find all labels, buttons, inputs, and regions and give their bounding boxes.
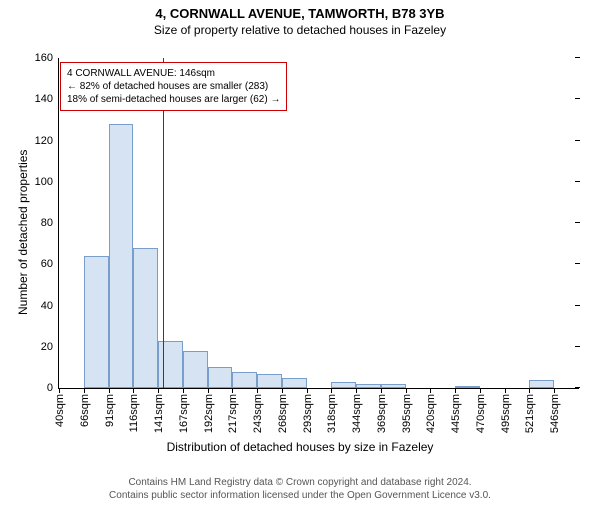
annotation-line: 4 CORNWALL AVENUE: 146sqm [67,67,280,80]
x-tick-label: 445sqm [448,394,462,433]
histogram-bar [356,384,381,388]
x-tick-label: 344sqm [349,394,363,433]
y-tick-mark [575,305,580,306]
y-tick-mark [575,222,580,223]
x-tick-label: 521sqm [522,394,536,433]
y-tick-label: 0 [47,382,59,394]
x-tick-mark [109,388,110,393]
x-tick-label: 268sqm [275,394,289,433]
x-tick-label: 420sqm [423,394,437,433]
x-tick-label: 217sqm [225,394,239,433]
x-tick-label: 470sqm [473,394,487,433]
y-tick-label: 160 [35,52,59,64]
x-tick-mark [232,388,233,393]
x-tick-mark [158,388,159,393]
x-tick-mark [59,388,60,393]
x-tick-label: 243sqm [250,394,264,433]
y-tick-mark [575,346,580,347]
y-tick-mark [575,263,580,264]
histogram-bar [282,378,307,388]
y-tick-mark [575,140,580,141]
x-tick-label: 318sqm [324,394,338,433]
chart-subtitle: Size of property relative to detached ho… [0,23,600,37]
y-tick-label: 120 [35,135,59,147]
x-tick-mark [331,388,332,393]
x-tick-label: 395sqm [399,394,413,433]
x-tick-mark [84,388,85,393]
y-tick-mark [575,57,580,58]
x-tick-label: 40sqm [52,394,66,427]
footer-line-2: Contains public sector information licen… [0,490,600,503]
y-tick-label: 140 [35,93,59,105]
x-tick-mark [480,388,481,393]
histogram-bar [381,384,406,388]
x-tick-label: 192sqm [201,394,215,433]
histogram-bar [208,367,233,388]
x-tick-mark [307,388,308,393]
y-tick-label: 20 [41,341,59,353]
x-tick-mark [356,388,357,393]
x-tick-label: 66sqm [77,394,91,427]
y-tick-label: 40 [41,300,59,312]
x-axis-label: Distribution of detached houses by size … [0,440,600,454]
y-tick-label: 60 [41,258,59,270]
x-tick-mark [529,388,530,393]
annotation-box: 4 CORNWALL AVENUE: 146sqm← 82% of detach… [60,62,287,111]
x-tick-mark [406,388,407,393]
histogram-bar [331,382,356,388]
x-tick-label: 141sqm [151,394,165,433]
y-tick-mark [575,98,580,99]
x-tick-label: 293sqm [300,394,314,433]
x-tick-mark [257,388,258,393]
histogram-bar [183,351,208,388]
x-tick-mark [208,388,209,393]
histogram-bar [529,380,554,388]
histogram-bar [84,256,109,388]
x-tick-mark [381,388,382,393]
histogram-bar [455,386,480,388]
y-tick-mark [575,181,580,182]
y-tick-label: 100 [35,176,59,188]
x-tick-mark [554,388,555,393]
y-tick-mark [575,387,580,388]
annotation-line: ← 82% of detached houses are smaller (28… [67,80,280,93]
x-tick-label: 116sqm [126,394,140,432]
x-tick-mark [430,388,431,393]
x-tick-label: 369sqm [374,394,388,433]
y-tick-label: 80 [41,217,59,229]
histogram-bar [133,248,158,388]
histogram-bar [257,374,282,388]
y-axis-label: Number of detached properties [16,150,30,315]
annotation-line: 18% of semi-detached houses are larger (… [67,93,280,106]
histogram-bar [232,372,257,389]
histogram-bar [109,124,134,388]
attribution-footer: Contains HM Land Registry data © Crown c… [0,477,600,502]
x-tick-label: 546sqm [547,394,561,433]
chart-title: 4, CORNWALL AVENUE, TAMWORTH, B78 3YB [0,6,600,21]
x-tick-mark [133,388,134,393]
x-tick-mark [183,388,184,393]
x-tick-label: 495sqm [498,394,512,433]
x-tick-mark [455,388,456,393]
x-tick-label: 167sqm [176,394,190,433]
x-tick-mark [282,388,283,393]
footer-line-1: Contains HM Land Registry data © Crown c… [0,477,600,490]
x-tick-label: 91sqm [102,394,116,427]
x-tick-mark [505,388,506,393]
